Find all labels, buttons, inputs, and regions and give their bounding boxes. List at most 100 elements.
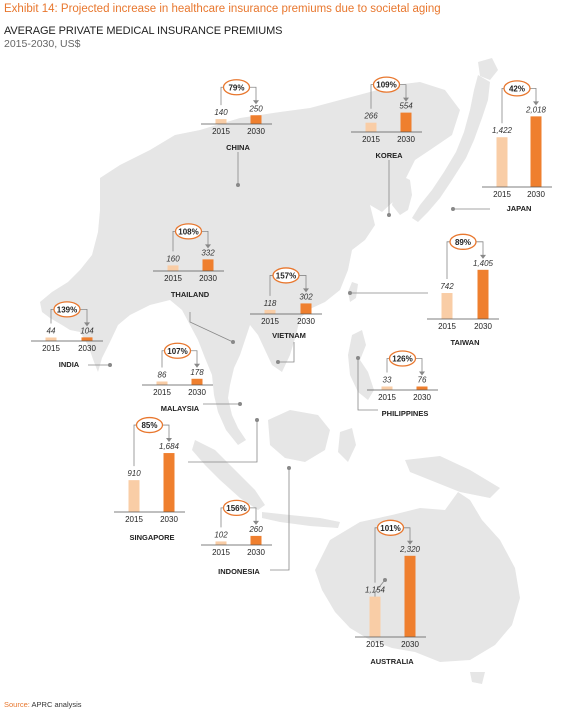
map-sulawesi bbox=[338, 428, 356, 462]
country-label-malaysia: MALAYSIA bbox=[161, 404, 200, 413]
country-chart-australia: 1,154 2015 2,320 2030 101% AUSTRALIA bbox=[355, 519, 426, 666]
year-label-china-2030: 2030 bbox=[247, 127, 265, 136]
bar-malaysia-2015 bbox=[156, 381, 168, 385]
map-java bbox=[262, 512, 340, 528]
increase-label-india: 139% bbox=[57, 305, 77, 314]
value-label-thailand-2030: 332 bbox=[201, 248, 215, 257]
increase-label-australia: 101% bbox=[380, 524, 400, 533]
bar-thailand-2030 bbox=[202, 259, 214, 271]
arrow-china bbox=[253, 100, 259, 105]
year-label-india-2015: 2015 bbox=[42, 344, 60, 353]
country-chart-malaysia: 86 2015 178 2030 107% MALAYSIA bbox=[142, 342, 213, 413]
year-label-malaysia-2015: 2015 bbox=[153, 388, 171, 397]
country-chart-china: 140 2015 250 2030 79% CHINA bbox=[201, 79, 272, 152]
value-label-malaysia-2030: 178 bbox=[190, 368, 204, 377]
increase-badge-japan bbox=[503, 80, 531, 97]
arrow-singapore bbox=[166, 438, 172, 443]
bar-india-2030 bbox=[81, 337, 93, 341]
value-label-korea-2030: 554 bbox=[399, 102, 413, 111]
increase-label-korea: 109% bbox=[376, 81, 396, 90]
source-text: APRC analysis bbox=[31, 700, 82, 709]
leader-dot-indonesia bbox=[287, 466, 291, 470]
arrow-philippines bbox=[419, 371, 425, 376]
country-label-indonesia: INDONESIA bbox=[218, 567, 260, 576]
country-chart-singapore: 910 2015 1,684 2030 85% SINGAPORE bbox=[114, 416, 185, 542]
leader-dot-malaysia bbox=[238, 402, 242, 406]
country-label-india: INDIA bbox=[59, 360, 80, 369]
value-label-taiwan-2015: 742 bbox=[440, 282, 454, 291]
country-label-australia: AUSTRALIA bbox=[370, 657, 414, 666]
leader-dot-taiwan bbox=[348, 291, 352, 295]
year-label-malaysia-2030: 2030 bbox=[188, 388, 206, 397]
value-label-taiwan-2030: 1,405 bbox=[473, 259, 494, 268]
leader-dot-philippines bbox=[356, 356, 360, 360]
country-label-china: CHINA bbox=[226, 143, 250, 152]
year-label-indonesia-2030: 2030 bbox=[247, 548, 265, 557]
increase-label-china: 79% bbox=[228, 83, 244, 92]
exhibit-title: Exhibit 14: Projected increase in health… bbox=[4, 3, 441, 15]
increase-badge-taiwan bbox=[449, 233, 477, 250]
country-label-singapore: SINGAPORE bbox=[129, 533, 174, 542]
map-hokkaido bbox=[478, 58, 498, 80]
increase-badge-malaysia bbox=[163, 342, 192, 359]
leader-dot-china bbox=[236, 183, 240, 187]
source-note: Source: APRC analysis bbox=[4, 700, 82, 709]
increase-label-japan: 42% bbox=[509, 84, 525, 93]
source-label: Source: bbox=[4, 700, 30, 709]
year-label-korea-2015: 2015 bbox=[362, 135, 380, 144]
value-label-philippines-2015: 33 bbox=[383, 376, 392, 385]
map-australia bbox=[315, 492, 520, 662]
value-label-indonesia-2015: 102 bbox=[214, 530, 228, 539]
country-label-japan: JAPAN bbox=[507, 204, 532, 213]
value-label-singapore-2030: 1,684 bbox=[159, 442, 180, 451]
map-japan bbox=[412, 75, 490, 222]
leader-lines bbox=[88, 152, 490, 604]
value-label-australia-2030: 2,320 bbox=[399, 545, 421, 554]
country-label-taiwan: TAIWAN bbox=[450, 338, 479, 347]
year-label-japan-2030: 2030 bbox=[527, 190, 545, 199]
value-label-japan-2015: 1,422 bbox=[492, 126, 513, 135]
increase-badge-china bbox=[222, 79, 251, 96]
country-chart-india: 44 2015 104 2030 139% INDIA bbox=[31, 301, 103, 369]
country-chart-philippines: 33 2015 76 2030 126% PHILIPPINES bbox=[367, 350, 438, 418]
leader-line-philippines bbox=[357, 358, 378, 411]
country-label-korea: KOREA bbox=[375, 151, 403, 160]
bar-thailand-2015 bbox=[167, 265, 179, 271]
year-label-india-2030: 2030 bbox=[78, 344, 96, 353]
bar-taiwan-2015 bbox=[441, 293, 453, 319]
value-label-singapore-2015: 910 bbox=[127, 469, 141, 478]
year-label-thailand-2015: 2015 bbox=[164, 274, 182, 283]
year-label-vietnam-2030: 2030 bbox=[297, 317, 315, 326]
arrow-malaysia bbox=[194, 363, 200, 368]
bar-vietnam-2015 bbox=[264, 309, 276, 314]
chart-subtitle: 2015-2030, US$ bbox=[4, 38, 81, 50]
country-chart-japan: 1,422 2015 2,018 2030 42% JAPAN bbox=[482, 80, 552, 213]
leader-dot-vietnam bbox=[276, 360, 280, 364]
bar-india-2015 bbox=[45, 337, 57, 341]
leader-dot-korea bbox=[387, 213, 391, 217]
increase-badge-vietnam bbox=[272, 267, 300, 284]
bar-malaysia-2030 bbox=[191, 378, 203, 385]
country-chart-indonesia: 102 2015 260 2030 156% INDONESIA bbox=[201, 499, 272, 576]
value-label-india-2015: 44 bbox=[47, 327, 56, 336]
bar-china-2015 bbox=[215, 119, 227, 124]
bar-singapore-2030 bbox=[163, 453, 175, 512]
bar-taiwan-2030 bbox=[477, 269, 489, 319]
arrow-australia bbox=[407, 540, 413, 545]
year-label-singapore-2030: 2030 bbox=[160, 515, 178, 524]
asia-pacific-map bbox=[40, 58, 520, 684]
year-label-taiwan-2015: 2015 bbox=[438, 322, 456, 331]
map-philippines bbox=[348, 330, 374, 400]
leader-line-indonesia bbox=[270, 468, 290, 571]
year-label-vietnam-2015: 2015 bbox=[261, 317, 279, 326]
year-label-australia-2015: 2015 bbox=[366, 640, 384, 649]
map-new-guinea bbox=[405, 456, 500, 498]
leader-line-thailand bbox=[189, 312, 234, 343]
map-korea bbox=[392, 175, 412, 215]
arrow-japan bbox=[533, 101, 539, 106]
year-label-korea-2030: 2030 bbox=[397, 135, 415, 144]
chart-title: AVERAGE PRIVATE MEDICAL INSURANCE PREMIU… bbox=[4, 25, 283, 37]
value-label-japan-2030: 2,018 bbox=[525, 105, 547, 114]
value-label-philippines-2030: 76 bbox=[418, 376, 427, 385]
